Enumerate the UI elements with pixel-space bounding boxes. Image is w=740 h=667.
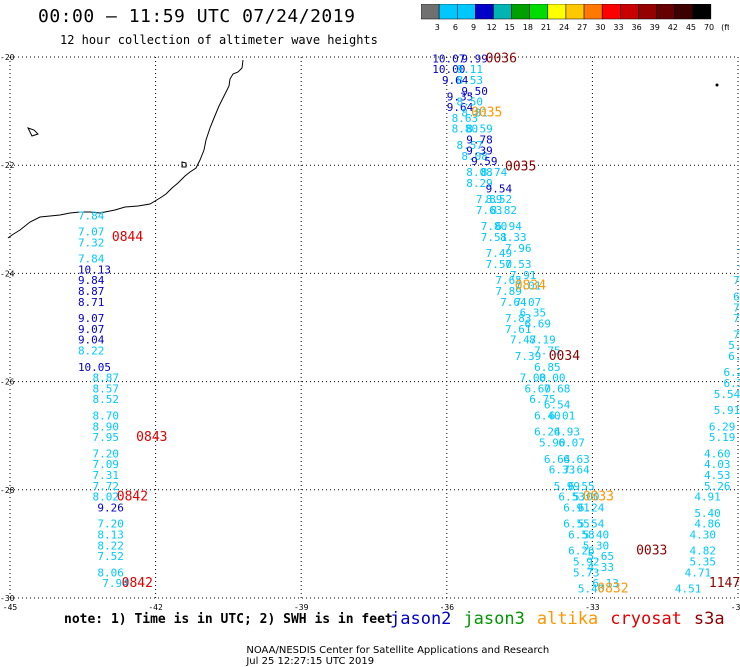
wave-height-value: 7.15 <box>733 312 740 325</box>
wave-height-value: 7.64 <box>563 464 590 477</box>
pass-time-label: 0833 <box>583 490 614 505</box>
footer: NOAA/NESDIS Center for Satellite Applica… <box>240 634 583 667</box>
island-path <box>182 162 186 167</box>
wave-height-value: 5.54 <box>714 388 740 401</box>
legend-item: cryosat <box>610 609 682 629</box>
pass-time-label: 0034 <box>549 349 580 364</box>
pass-time-labels: 0844 0843 0842 0842 0036 0035 0035 0834 0034 0833… <box>112 51 740 596</box>
track-left: 7.847.077.327.8410.139.848.878.719.079.0… <box>78 209 129 590</box>
wave-height-value: 7.52 <box>97 550 124 563</box>
wave-height-value: 4.71 <box>685 566 712 579</box>
credit-text: NOAA/NESDIS Center for Satellite Applica… <box>246 645 549 656</box>
legend-item: jason2 <box>390 609 451 629</box>
satellite-legend: jason2 jason3 altika cryosat s3a <box>390 609 737 629</box>
track-center: 10.079.9910.008.119.648.539.359.509.648.… <box>432 52 619 595</box>
wave-height-value: 5.91 <box>714 404 740 417</box>
x-tick-label: -42 <box>148 603 163 612</box>
x-tick-label: -39 <box>294 603 309 612</box>
brazil-coastline <box>8 60 719 238</box>
wave-height-value: 6.07 <box>558 437 585 450</box>
wave-height-value: 7.95 <box>93 431 120 444</box>
y-tick-label: -30 <box>0 594 15 603</box>
altimeter-tracks: 7.847.077.327.8410.139.848.878.719.079.0… <box>78 52 740 595</box>
wave-height-value: 7.84 <box>78 209 105 222</box>
y-tick-label: -22 <box>0 161 15 170</box>
pass-time-label: 0832 <box>597 582 628 597</box>
wave-height-value: 8.52 <box>93 393 120 406</box>
legend-item: altika <box>537 609 598 629</box>
y-tick-label: -28 <box>0 486 15 495</box>
pass-time-label: 0844 <box>112 230 143 245</box>
y-tick-label: -26 <box>0 378 15 387</box>
pass-time-label: 1147 <box>709 576 740 591</box>
wave-height-value: 5.19 <box>709 431 736 444</box>
pass-time-label: 0033 <box>636 544 667 559</box>
wave-height-value: 4.51 <box>675 583 702 596</box>
pass-time-label: 0036 <box>486 51 517 66</box>
island-dot <box>716 84 719 87</box>
wave-height-value: 8.22 <box>78 345 105 358</box>
pass-time-label: 0035 <box>471 106 502 121</box>
legend-item: s3a <box>694 609 725 629</box>
y-tick-label: -24 <box>0 269 15 278</box>
pass-time-label: 0035 <box>505 160 536 175</box>
pass-time-label: 0834 <box>515 279 546 294</box>
wave-height-value: 6.01 <box>549 409 576 422</box>
footnote: note: 1) Time is in UTC; 2) SWH is in fe… <box>64 612 393 627</box>
coastline-path <box>8 60 243 238</box>
pass-time-label: 0842 <box>122 576 153 591</box>
track-right: 777.6.97.07.157.635.726.766.276.185.545.… <box>675 247 740 595</box>
pass-time-label: 0843 <box>136 430 167 445</box>
island-path-2 <box>28 128 38 136</box>
legend-item: jason3 <box>463 609 524 629</box>
wave-height-value: 6.76 <box>728 350 740 363</box>
wave-height-value: 7.32 <box>78 236 105 249</box>
y-tick-label: -20 <box>0 53 15 62</box>
pass-time-label: 0842 <box>117 490 148 505</box>
x-tick-label: -45 <box>3 603 18 612</box>
wave-height-value: 8.71 <box>78 296 105 309</box>
wave-height-value: 7.96 <box>505 242 532 255</box>
wave-height-value: 4.30 <box>689 528 716 541</box>
wave-height-value: 7. <box>733 274 740 287</box>
wave-height-value: 4.91 <box>694 491 721 504</box>
wave-height-value: 8.82 <box>490 204 516 217</box>
wave-height-map: -20-22-24-26-28-30-45-42-39-36-33-30 7.8… <box>0 0 740 650</box>
timestamp-text: Jul 25 12:27:15 UTC 2019 <box>246 656 374 667</box>
wave-height-value: 6.69 <box>524 318 551 331</box>
